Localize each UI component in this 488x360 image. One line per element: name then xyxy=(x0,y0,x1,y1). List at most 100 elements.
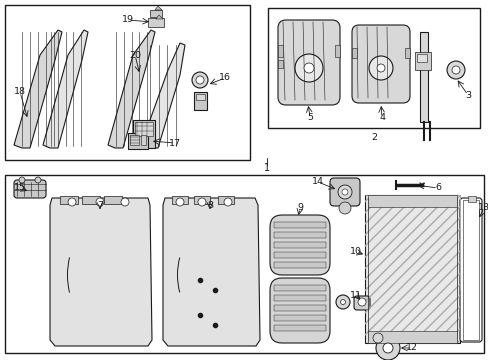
Bar xyxy=(196,94,204,100)
Circle shape xyxy=(294,54,323,82)
Bar xyxy=(141,135,146,145)
Circle shape xyxy=(372,333,382,343)
Circle shape xyxy=(446,61,464,79)
Bar xyxy=(273,262,325,268)
Bar xyxy=(273,315,325,321)
Bar xyxy=(218,196,234,204)
Text: 17: 17 xyxy=(169,139,181,148)
Text: 1: 1 xyxy=(264,163,269,173)
Polygon shape xyxy=(163,198,260,346)
Bar xyxy=(467,196,475,202)
Circle shape xyxy=(68,198,76,206)
Text: 10: 10 xyxy=(349,248,361,256)
Polygon shape xyxy=(141,43,184,148)
Bar xyxy=(416,54,426,62)
Circle shape xyxy=(335,295,349,309)
Text: 8: 8 xyxy=(206,201,213,210)
Polygon shape xyxy=(459,198,481,342)
Circle shape xyxy=(19,177,25,183)
Bar xyxy=(334,45,339,57)
Bar xyxy=(267,8,479,128)
Bar xyxy=(404,48,409,58)
Text: 4: 4 xyxy=(378,113,384,122)
Polygon shape xyxy=(14,30,62,148)
Circle shape xyxy=(176,198,183,206)
Text: 14: 14 xyxy=(311,177,324,186)
Bar xyxy=(414,52,430,70)
Bar xyxy=(148,18,163,27)
Circle shape xyxy=(451,66,459,74)
Polygon shape xyxy=(108,30,155,148)
Bar xyxy=(419,32,427,122)
Circle shape xyxy=(304,63,313,73)
Bar xyxy=(60,196,78,204)
Text: 13: 13 xyxy=(477,203,488,212)
Text: 2: 2 xyxy=(370,134,376,143)
Bar xyxy=(462,200,478,340)
Bar xyxy=(273,295,325,301)
Circle shape xyxy=(196,76,203,84)
Bar xyxy=(367,198,456,340)
Bar xyxy=(364,195,459,343)
FancyBboxPatch shape xyxy=(269,215,329,275)
Bar xyxy=(278,45,283,57)
Text: 3: 3 xyxy=(464,90,470,99)
Bar xyxy=(273,232,325,238)
Bar xyxy=(104,196,122,204)
Circle shape xyxy=(338,202,350,214)
Bar xyxy=(5,175,483,353)
Text: 7: 7 xyxy=(97,201,103,210)
Bar xyxy=(135,122,153,136)
Bar xyxy=(194,92,206,110)
Circle shape xyxy=(337,185,351,199)
Text: 11: 11 xyxy=(349,291,361,300)
Bar xyxy=(150,10,162,17)
Circle shape xyxy=(121,198,129,206)
Circle shape xyxy=(368,56,392,80)
Circle shape xyxy=(341,189,347,195)
Text: 16: 16 xyxy=(219,73,230,82)
Bar xyxy=(273,222,325,228)
Polygon shape xyxy=(50,198,152,346)
Circle shape xyxy=(224,198,231,206)
Bar xyxy=(172,196,187,204)
FancyBboxPatch shape xyxy=(353,296,369,310)
Bar xyxy=(273,242,325,248)
Bar xyxy=(194,196,209,204)
Bar xyxy=(128,133,148,149)
Circle shape xyxy=(96,198,104,206)
Text: 19: 19 xyxy=(122,15,134,24)
FancyBboxPatch shape xyxy=(278,20,339,105)
Text: 18: 18 xyxy=(14,87,26,96)
Bar xyxy=(367,331,456,343)
Circle shape xyxy=(382,343,392,353)
Bar xyxy=(273,252,325,258)
Polygon shape xyxy=(155,6,162,10)
Circle shape xyxy=(375,336,399,360)
Circle shape xyxy=(198,198,205,206)
Polygon shape xyxy=(43,30,88,148)
Bar xyxy=(273,325,325,331)
Bar xyxy=(351,48,356,58)
Bar xyxy=(82,196,100,204)
Bar xyxy=(367,195,456,207)
Circle shape xyxy=(340,300,345,305)
Bar xyxy=(364,195,459,343)
Circle shape xyxy=(35,177,41,183)
Bar xyxy=(278,60,283,68)
FancyBboxPatch shape xyxy=(329,178,359,206)
FancyBboxPatch shape xyxy=(351,25,409,103)
Text: 12: 12 xyxy=(405,343,417,352)
Circle shape xyxy=(192,72,207,88)
FancyBboxPatch shape xyxy=(14,180,46,198)
FancyBboxPatch shape xyxy=(269,278,329,343)
Circle shape xyxy=(376,64,384,72)
Bar xyxy=(5,5,249,160)
Text: 6: 6 xyxy=(434,184,440,193)
Bar xyxy=(273,305,325,311)
Polygon shape xyxy=(156,15,163,19)
Bar xyxy=(130,135,139,145)
Text: 5: 5 xyxy=(306,113,312,122)
Bar xyxy=(133,120,155,148)
Text: 20: 20 xyxy=(129,50,141,59)
